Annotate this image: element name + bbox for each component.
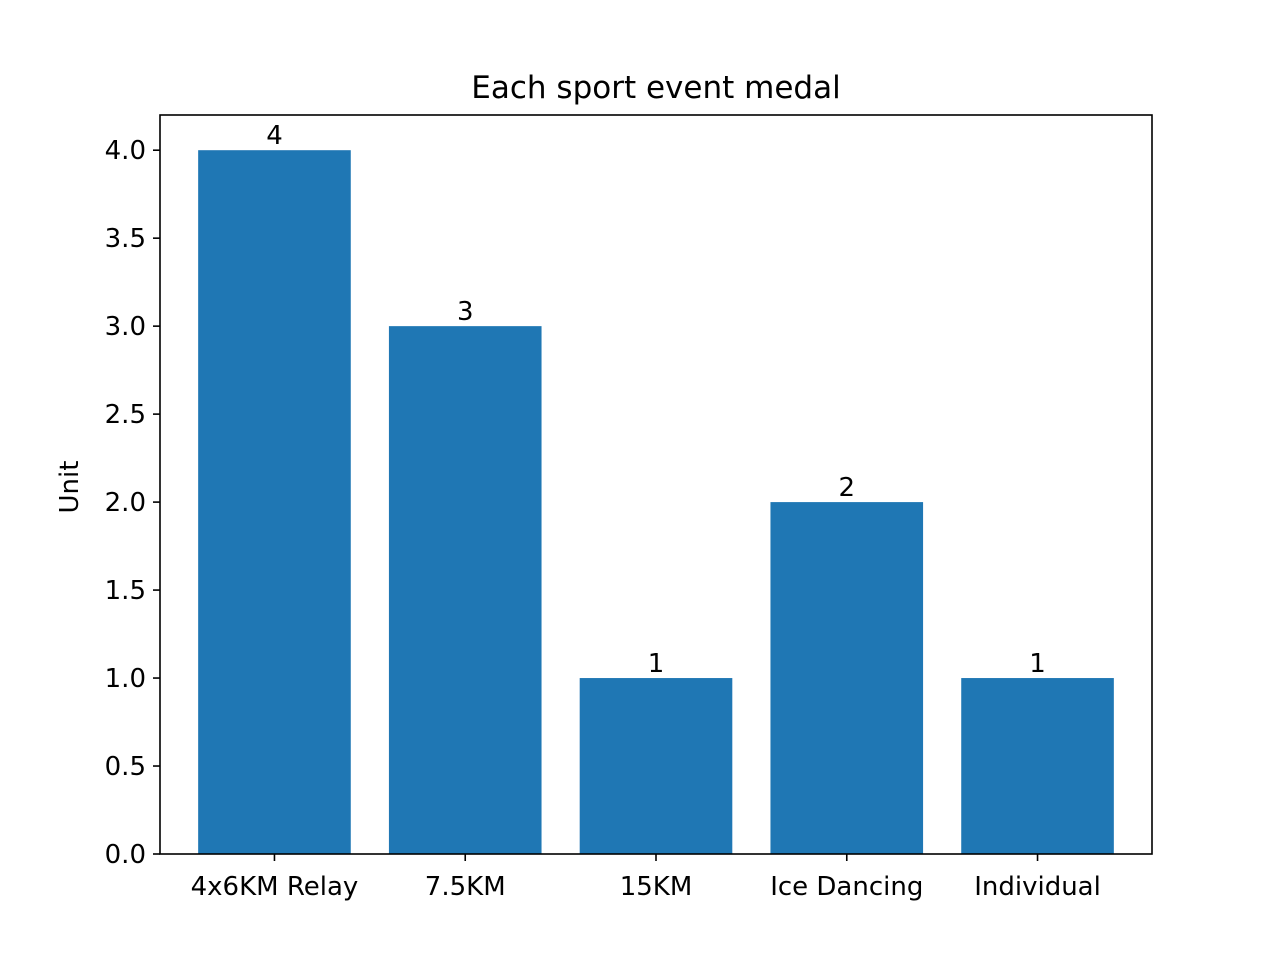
- plot-area: 4 3 1 2 1 0.0 0.5 1.0 1.5 2.0 2.5 3.0 3.5 4.0 4x6KM Re…: [105, 114, 1153, 902]
- x-tick-label: 7.5KM: [425, 872, 506, 902]
- chart-title: Each sport event medal: [471, 70, 840, 106]
- bar-value-label: 3: [457, 297, 474, 327]
- y-tick-label: 3.0: [105, 312, 146, 342]
- y-tick-label: 2.0: [105, 488, 146, 518]
- bar-value-label: 1: [648, 649, 665, 679]
- bar: [961, 678, 1114, 854]
- y-tick-label: 1.5: [105, 576, 146, 606]
- x-tick-label: 4x6KM Relay: [191, 872, 359, 902]
- y-tick-label: 0.0: [105, 840, 146, 870]
- bar: [770, 502, 924, 854]
- y-tick-label: 1.0: [105, 664, 146, 694]
- y-tick-label: 2.5: [105, 400, 146, 430]
- y-tick-label: 4.0: [105, 136, 146, 166]
- bar: [579, 678, 733, 854]
- bar-value-label: 2: [838, 473, 855, 503]
- bar-value-label: 1: [1029, 649, 1046, 679]
- bar: [198, 150, 351, 854]
- x-tick-label: 15KM: [620, 872, 693, 902]
- y-tick-label: 3.5: [105, 224, 146, 254]
- bar: [388, 326, 542, 855]
- x-tick-label: Ice Dancing: [770, 872, 923, 902]
- x-tick-label: Individual: [974, 872, 1101, 902]
- y-axis-label: Unit: [55, 461, 85, 514]
- y-tick-label: 0.5: [105, 752, 146, 782]
- bar-value-label: 4: [266, 121, 283, 151]
